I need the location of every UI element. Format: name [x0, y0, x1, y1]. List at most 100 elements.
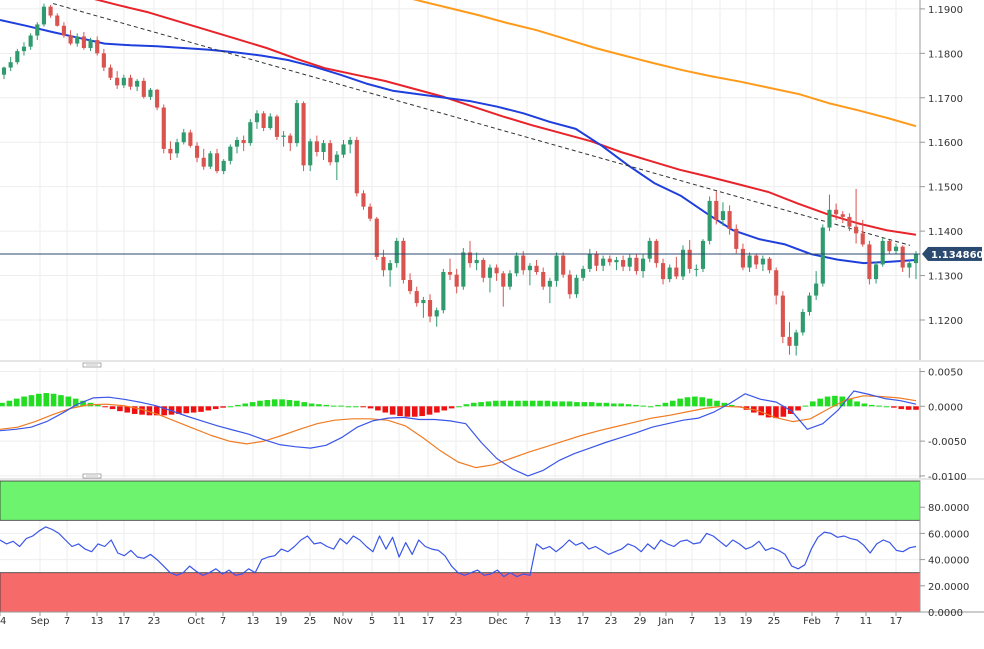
macd-histogram-bar — [65, 396, 72, 407]
x-tick-label: Feb — [803, 616, 821, 627]
time-axis: 4 Sep 7 13 17 23 Oct 7 13 19 25 Nov 5 11 17 23 Dec 7 13 17 2… — [0, 612, 902, 627]
macd-histogram-bar — [279, 399, 285, 407]
x-tick-label: 23 — [450, 616, 463, 627]
x-tick-label: 17 — [890, 616, 903, 627]
candle-body — [301, 103, 306, 166]
macd-histogram-bar — [397, 406, 403, 417]
macd-histogram-bar — [802, 405, 809, 407]
candle-body — [507, 273, 512, 287]
macd-histogram-bar — [360, 406, 366, 408]
price-tick-label: 1.1800 — [928, 49, 963, 60]
x-tick-label: 13 — [91, 616, 104, 627]
candle-body — [554, 255, 559, 281]
panel-resize-handle[interactable] — [82, 362, 102, 368]
macd-histogram-bar — [301, 402, 308, 407]
candle-body — [201, 157, 206, 167]
candle-body — [328, 143, 333, 163]
rsi-tick-label: 40.0000 — [928, 556, 969, 567]
x-tick-label: 13 — [714, 616, 727, 627]
macd-histogram-bar — [308, 403, 315, 407]
macd-histogram-bar — [441, 406, 448, 411]
candle-body — [461, 252, 466, 287]
x-tick-label: 23 — [605, 616, 618, 627]
macd-histogram-bar — [190, 406, 197, 413]
candle-body — [814, 283, 819, 296]
candle-body — [541, 272, 546, 287]
candle-body — [700, 240, 706, 269]
macd-histogram-bar — [375, 406, 381, 411]
macd-histogram-bar — [28, 395, 35, 407]
candle-body — [268, 116, 273, 128]
macd-histogram-bar — [367, 406, 374, 409]
macd-histogram-bar — [6, 400, 13, 407]
macd-histogram-bar — [50, 393, 57, 407]
candle-body — [867, 244, 872, 280]
macd-histogram-bar — [212, 406, 219, 410]
macd-histogram-bar — [264, 400, 271, 407]
macd-histogram-bar — [382, 406, 389, 413]
macd-histogram-bar — [817, 398, 823, 407]
candle-body — [321, 143, 326, 152]
macd-histogram-bar — [220, 406, 226, 408]
trendline — [52, 3, 911, 246]
candle-body — [740, 248, 745, 268]
candle-body — [401, 240, 406, 280]
macd-histogram-bar — [153, 406, 160, 416]
macd-histogram-bar — [0, 402, 5, 407]
candle-body — [913, 253, 919, 264]
last-price-box — [928, 246, 982, 261]
macd-tick-label: -0.0100 — [928, 472, 967, 483]
macd-histogram-bar — [810, 401, 816, 407]
candle-body — [660, 263, 666, 280]
macd-histogram-bar — [131, 406, 138, 414]
candle-body — [607, 258, 612, 263]
macd-tick-label: -0.0050 — [928, 437, 967, 448]
candle-body — [21, 46, 27, 52]
candle-body — [414, 291, 419, 304]
x-tick-label: Sep — [31, 616, 50, 627]
macd-histogram-bar — [434, 406, 440, 413]
price-tick-label: 1.1400 — [928, 227, 963, 238]
ma-slow-line — [412, 0, 917, 128]
macd-histogram-bar — [669, 400, 676, 407]
candle-body — [787, 336, 792, 346]
macd-histogram-bar — [559, 401, 565, 407]
candle-body — [481, 260, 486, 278]
candle-body — [587, 254, 592, 269]
overbought-zone — [0, 480, 921, 521]
candle-body — [820, 227, 825, 284]
macd-histogram-bar — [706, 398, 713, 407]
macd-histogram-bar — [655, 404, 661, 407]
rsi-line — [0, 526, 917, 578]
last-price-pointer — [922, 246, 928, 261]
x-tick-label: 25 — [304, 616, 317, 627]
macd-histogram — [0, 393, 919, 419]
x-tick-label: 25 — [768, 616, 781, 627]
macd-histogram-bar — [21, 396, 27, 407]
price-tick-label: 1.1200 — [928, 316, 963, 327]
macd-histogram-bar — [824, 396, 831, 407]
candle-body — [374, 218, 379, 257]
macd-histogram-bar — [117, 406, 123, 412]
macd-histogram-bar — [728, 404, 735, 407]
x-tick-label: Oct — [187, 616, 204, 627]
macd-histogram-bar — [227, 406, 234, 408]
macd-histogram-bar — [419, 406, 425, 417]
candle-body — [61, 25, 66, 36]
candle-body — [35, 24, 40, 36]
candle-body — [447, 272, 453, 275]
macd-histogram-bar — [13, 398, 20, 407]
rsi-tick-label: 60.0000 — [928, 529, 969, 540]
panel-resize-handle[interactable] — [82, 473, 102, 479]
macd-histogram-bar — [581, 402, 588, 407]
candle-body — [614, 260, 619, 263]
macd-tick-label: 0.0050 — [928, 367, 963, 378]
x-tick-label: 19 — [740, 616, 753, 627]
candle-body — [893, 246, 899, 252]
candle-body — [581, 268, 586, 278]
rsi-bands — [0, 480, 921, 613]
x-tick-label: 7 — [524, 616, 530, 627]
candle-body — [594, 254, 599, 266]
macd-histogram-bar — [684, 397, 691, 407]
